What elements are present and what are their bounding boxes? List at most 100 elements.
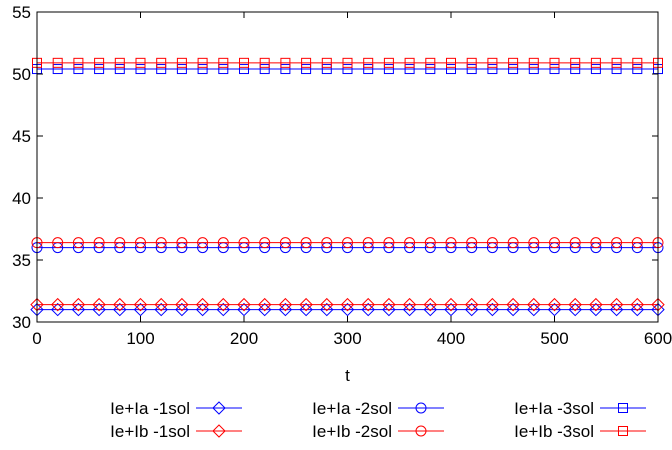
data-point (549, 237, 560, 249)
data-point (278, 297, 293, 312)
data-point (175, 297, 189, 312)
series-layer (30, 57, 665, 317)
data-point (590, 237, 602, 249)
data-point (528, 64, 539, 75)
data-point (630, 302, 645, 317)
legend-marker (212, 401, 226, 415)
data-point (114, 57, 125, 68)
data-point (361, 302, 375, 317)
data-point (547, 302, 562, 317)
data-point (52, 57, 63, 68)
data-point (133, 302, 148, 317)
x-axis-label: t (345, 366, 350, 385)
data-point (508, 64, 519, 75)
data-point (363, 64, 374, 75)
data-point (549, 57, 560, 68)
data-point (259, 64, 270, 75)
data-point (257, 297, 272, 312)
series-2 (30, 297, 665, 312)
legend-item: Ie+Ia -1sol (110, 399, 242, 418)
data-point (402, 297, 417, 312)
data-point (299, 302, 313, 317)
data-point (299, 297, 313, 312)
data-point (257, 302, 272, 317)
legend-label: Ie+Ia -2sol (312, 399, 392, 418)
data-point (280, 64, 291, 75)
legend-item: Ie+Ia -3sol (514, 399, 646, 418)
data-point (259, 237, 271, 249)
data-point (425, 64, 436, 75)
data-point (609, 297, 624, 312)
data-point (321, 64, 332, 75)
data-point (320, 297, 334, 312)
data-point (444, 302, 458, 317)
data-point (446, 64, 456, 75)
data-point (156, 64, 167, 75)
legend-item: Ie+Ia -2sol (312, 399, 444, 418)
data-point (466, 237, 478, 249)
data-point (320, 302, 334, 317)
data-point (93, 237, 105, 249)
data-point (176, 64, 187, 75)
data-point (94, 57, 105, 68)
data-point (361, 297, 375, 312)
data-point (71, 297, 86, 312)
data-point (114, 64, 125, 75)
data-point (630, 297, 645, 312)
data-point (423, 302, 438, 317)
data-point (321, 57, 332, 68)
series-5 (32, 64, 663, 75)
y-tick-label: 40 (12, 189, 31, 208)
data-point (52, 64, 63, 75)
data-point (259, 57, 270, 68)
x-tick-label: 100 (126, 329, 154, 348)
data-point (340, 297, 355, 312)
data-point (568, 297, 582, 312)
data-point (527, 297, 541, 312)
data-point (423, 297, 438, 312)
data-point (50, 302, 65, 317)
data-point (71, 302, 86, 317)
data-point (280, 57, 291, 68)
data-point (342, 57, 353, 68)
data-point (402, 302, 417, 317)
data-point (197, 57, 208, 68)
data-point (301, 57, 312, 68)
data-point (133, 297, 148, 312)
data-point (340, 302, 355, 317)
data-point (466, 57, 477, 68)
series-6 (32, 57, 663, 68)
data-point (611, 64, 622, 75)
legend-label: Ie+Ia -1sol (110, 399, 190, 418)
data-point (94, 64, 105, 75)
data-point (383, 57, 394, 68)
data-point (342, 237, 353, 249)
data-point (135, 57, 146, 68)
data-point (466, 64, 477, 75)
data-point (487, 64, 498, 75)
data-point (92, 297, 106, 312)
data-point (218, 64, 229, 75)
data-point (611, 57, 622, 68)
legend-label: Ie+Ia -3sol (514, 399, 594, 418)
legend-item: Ie+Ib -2sol (312, 422, 444, 441)
data-point (113, 302, 127, 317)
data-point (631, 237, 643, 249)
data-point (195, 302, 210, 317)
legend-label: Ie+Ib -1sol (110, 422, 190, 441)
data-point (508, 57, 519, 68)
data-point (176, 57, 187, 68)
data-point (487, 57, 498, 68)
data-point (239, 64, 249, 75)
data-point (632, 64, 643, 75)
data-point (446, 57, 456, 68)
data-point (217, 237, 229, 249)
data-point (464, 302, 479, 317)
data-point (528, 237, 540, 249)
data-point (113, 297, 127, 312)
data-point (589, 302, 603, 317)
y-tick-label: 55 (12, 3, 31, 22)
data-point (50, 297, 65, 312)
data-point (216, 297, 231, 312)
